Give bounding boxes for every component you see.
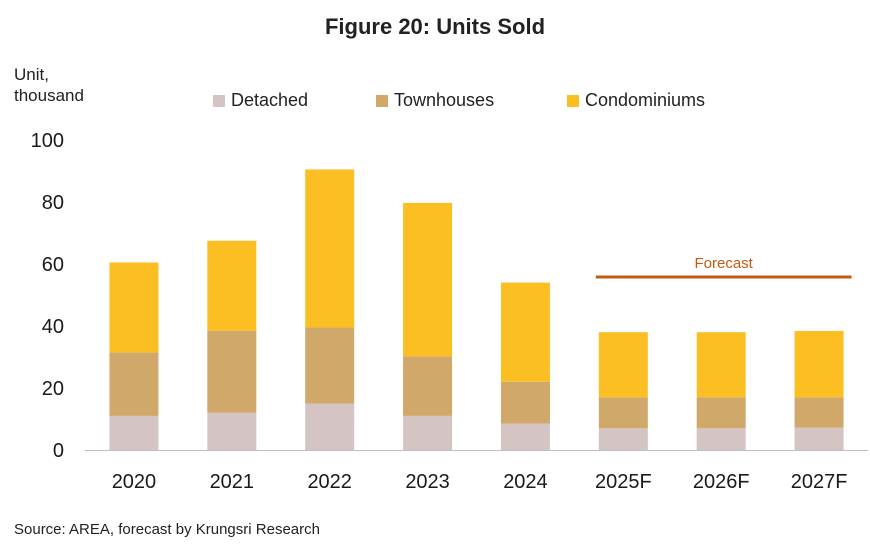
legend: Detached Townhouses Condominiums bbox=[0, 90, 870, 114]
bar-detached-2020 bbox=[109, 415, 159, 450]
bar-condominiums-2025f bbox=[598, 332, 648, 398]
bar-detached-2023 bbox=[403, 415, 453, 450]
x-tick-label: 2022 bbox=[307, 471, 352, 493]
bar-townhouses-2025f bbox=[598, 397, 648, 429]
legend-swatch-townhouses bbox=[376, 94, 388, 107]
x-tick-label: 2024 bbox=[503, 471, 548, 493]
bar-condominiums-2022 bbox=[305, 169, 355, 328]
bar-condominiums-2026f bbox=[696, 332, 746, 398]
bar-detached-2027f bbox=[794, 427, 844, 450]
x-tick-label: 2026F bbox=[693, 471, 750, 493]
bar-townhouses-2021 bbox=[207, 330, 257, 413]
y-tick-label: 40 bbox=[42, 316, 64, 338]
bar-condominiums-2021 bbox=[207, 240, 257, 331]
legend-item-townhouses: Townhouses bbox=[376, 90, 494, 111]
bar-townhouses-2027f bbox=[794, 397, 844, 428]
legend-label-detached: Detached bbox=[231, 90, 309, 110]
legend-swatch-detached bbox=[213, 94, 225, 107]
legend-label-townhouses: Townhouses bbox=[394, 90, 495, 110]
legend-swatch-condominiums bbox=[567, 94, 579, 107]
source-note: Source: AREA, forecast by Krungsri Resea… bbox=[14, 521, 320, 538]
chart-title: Figure 20: Units Sold bbox=[324, 14, 546, 39]
bar-townhouses-2026f bbox=[696, 397, 746, 429]
x-tick-label: 2023 bbox=[405, 471, 450, 493]
y-tick-label: 20 bbox=[42, 378, 64, 400]
bar-townhouses-2022 bbox=[305, 327, 355, 404]
y-tick-label: 60 bbox=[42, 254, 64, 276]
bar-detached-2025f bbox=[598, 428, 648, 450]
bar-detached-2022 bbox=[305, 403, 355, 450]
forecast-label: Forecast bbox=[695, 255, 754, 272]
bar-detached-2021 bbox=[207, 412, 257, 450]
bar-condominiums-2027f bbox=[794, 330, 844, 398]
bar-condominiums-2020 bbox=[109, 262, 159, 353]
bar-townhouses-2023 bbox=[403, 356, 453, 416]
bar-detached-2024 bbox=[500, 423, 550, 450]
bar-townhouses-2024 bbox=[500, 381, 550, 424]
y-tick-label: 100 bbox=[31, 130, 64, 152]
legend-label-condominiums: Condominiums bbox=[585, 90, 706, 110]
bar-condominiums-2024 bbox=[500, 282, 550, 382]
y-axis-label: Unit, thousand bbox=[14, 65, 84, 105]
legend-item-detached: Detached bbox=[213, 90, 308, 111]
legend-item-condominiums: Condominiums bbox=[567, 90, 705, 111]
x-tick-label: 2025F bbox=[595, 471, 652, 493]
y-tick-label: 0 bbox=[53, 440, 64, 462]
bar-detached-2026f bbox=[696, 428, 746, 450]
y-tick-label: 80 bbox=[42, 192, 64, 214]
bar-townhouses-2020 bbox=[109, 352, 159, 416]
bar-condominiums-2023 bbox=[403, 202, 453, 357]
x-tick-label: 2027F bbox=[791, 471, 848, 493]
x-tick-label: 2021 bbox=[210, 471, 255, 493]
x-tick-label: 2020 bbox=[112, 471, 157, 493]
